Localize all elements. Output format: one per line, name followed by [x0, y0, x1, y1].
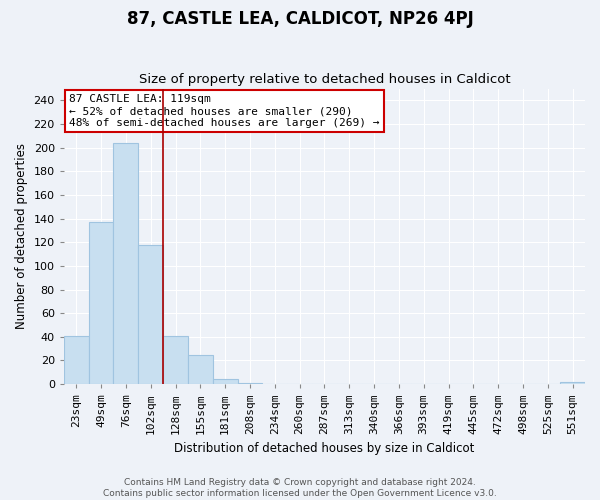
- Y-axis label: Number of detached properties: Number of detached properties: [15, 144, 28, 330]
- Bar: [238, 383, 262, 384]
- X-axis label: Distribution of detached houses by size in Caldicot: Distribution of detached houses by size …: [174, 442, 475, 455]
- Bar: [188, 354, 213, 384]
- Text: Contains HM Land Registry data © Crown copyright and database right 2024.
Contai: Contains HM Land Registry data © Crown c…: [103, 478, 497, 498]
- Bar: [163, 336, 188, 384]
- Bar: [138, 244, 163, 384]
- Bar: [64, 336, 89, 384]
- Bar: [560, 382, 585, 384]
- Text: 87, CASTLE LEA, CALDICOT, NP26 4PJ: 87, CASTLE LEA, CALDICOT, NP26 4PJ: [127, 10, 473, 28]
- Title: Size of property relative to detached houses in Caldicot: Size of property relative to detached ho…: [139, 73, 510, 86]
- Bar: [213, 380, 238, 384]
- Text: 87 CASTLE LEA: 119sqm
← 52% of detached houses are smaller (290)
48% of semi-det: 87 CASTLE LEA: 119sqm ← 52% of detached …: [69, 94, 380, 128]
- Bar: [113, 143, 138, 384]
- Bar: [89, 222, 113, 384]
